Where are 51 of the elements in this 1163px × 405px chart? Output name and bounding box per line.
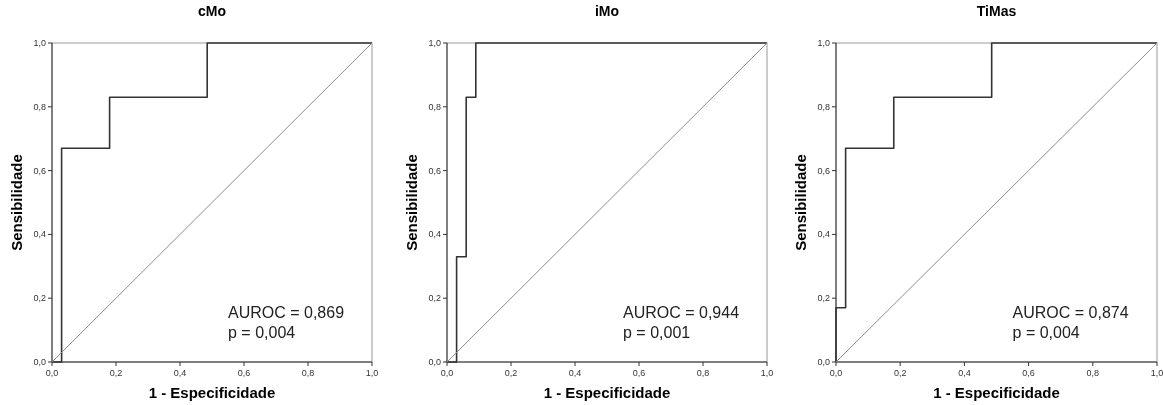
x-tick-label: 0,4 [958, 368, 971, 378]
y-axis-title: Sensibilidade [8, 154, 25, 251]
chart-title: iMo [594, 3, 620, 19]
x-tick-label: 0,0 [45, 368, 59, 378]
x-tick-label: 0,6 [1022, 368, 1035, 378]
annotation: AUROC = 0,869 [228, 304, 345, 321]
y-tick-label: 0,2 [817, 293, 830, 304]
y-tick-label: 0,8 [817, 101, 830, 112]
y-axis-title: Sensibilidade [792, 154, 809, 251]
y-tick-label: 1,0 [428, 38, 441, 48]
y-tick-label: 0,6 [33, 165, 46, 176]
x-tick-label: 0,8 [301, 368, 315, 378]
y-tick-label: 0,8 [428, 101, 441, 112]
x-tick-label: 1,0 [1150, 368, 1163, 378]
x-tick-label: 0,8 [1086, 368, 1100, 378]
annotation: AUROC = 0,874 [1012, 304, 1129, 321]
x-tick-label: 1,0 [365, 368, 379, 378]
chart-title: TiMas [976, 3, 1017, 19]
x-axis-title: 1 - Especificidade [543, 384, 671, 401]
y-tick-label: 0,0 [817, 357, 830, 367]
chart-title: cMo [198, 3, 226, 19]
x-tick-label: 0,2 [504, 368, 518, 378]
x-tick-label: 0,6 [632, 368, 646, 378]
y-tick-label: 0,2 [33, 293, 46, 304]
x-tick-label: 0,2 [109, 368, 123, 378]
x-axis-title: 1 - Especificidade [148, 384, 276, 401]
x-tick-label: 0,6 [237, 368, 251, 378]
y-tick-label: 1,0 [817, 38, 830, 48]
y-tick-label: 0,0 [33, 357, 46, 367]
y-tick-label: 0,0 [428, 357, 441, 367]
y-tick-label: 0,4 [33, 229, 46, 240]
x-tick-label: 0,4 [568, 368, 582, 378]
y-tick-label: 0,8 [33, 101, 46, 112]
y-tick-label: 0,4 [817, 229, 830, 240]
annotation: AUROC = 0,944 [623, 304, 740, 321]
x-tick-label: 1,0 [760, 368, 774, 378]
annotation: p = 0,004 [1012, 324, 1080, 341]
x-tick-label: 0,0 [440, 368, 454, 378]
y-axis-title: Sensibilidade [403, 154, 420, 251]
x-tick-label: 0,8 [696, 368, 710, 378]
annotation: p = 0,001 [623, 324, 691, 341]
y-tick-label: 0,6 [428, 165, 441, 176]
x-tick-label: 0,2 [893, 368, 907, 378]
x-axis-title: 1 - Especificidade [933, 384, 1060, 401]
y-tick-label: 0,4 [428, 229, 441, 240]
x-tick-label: 0,0 [829, 368, 843, 378]
annotation: p = 0,004 [228, 324, 296, 341]
y-tick-label: 0,6 [817, 165, 830, 176]
x-tick-label: 0,4 [173, 368, 187, 378]
y-tick-label: 0,2 [428, 293, 441, 304]
y-tick-label: 1,0 [33, 38, 46, 48]
